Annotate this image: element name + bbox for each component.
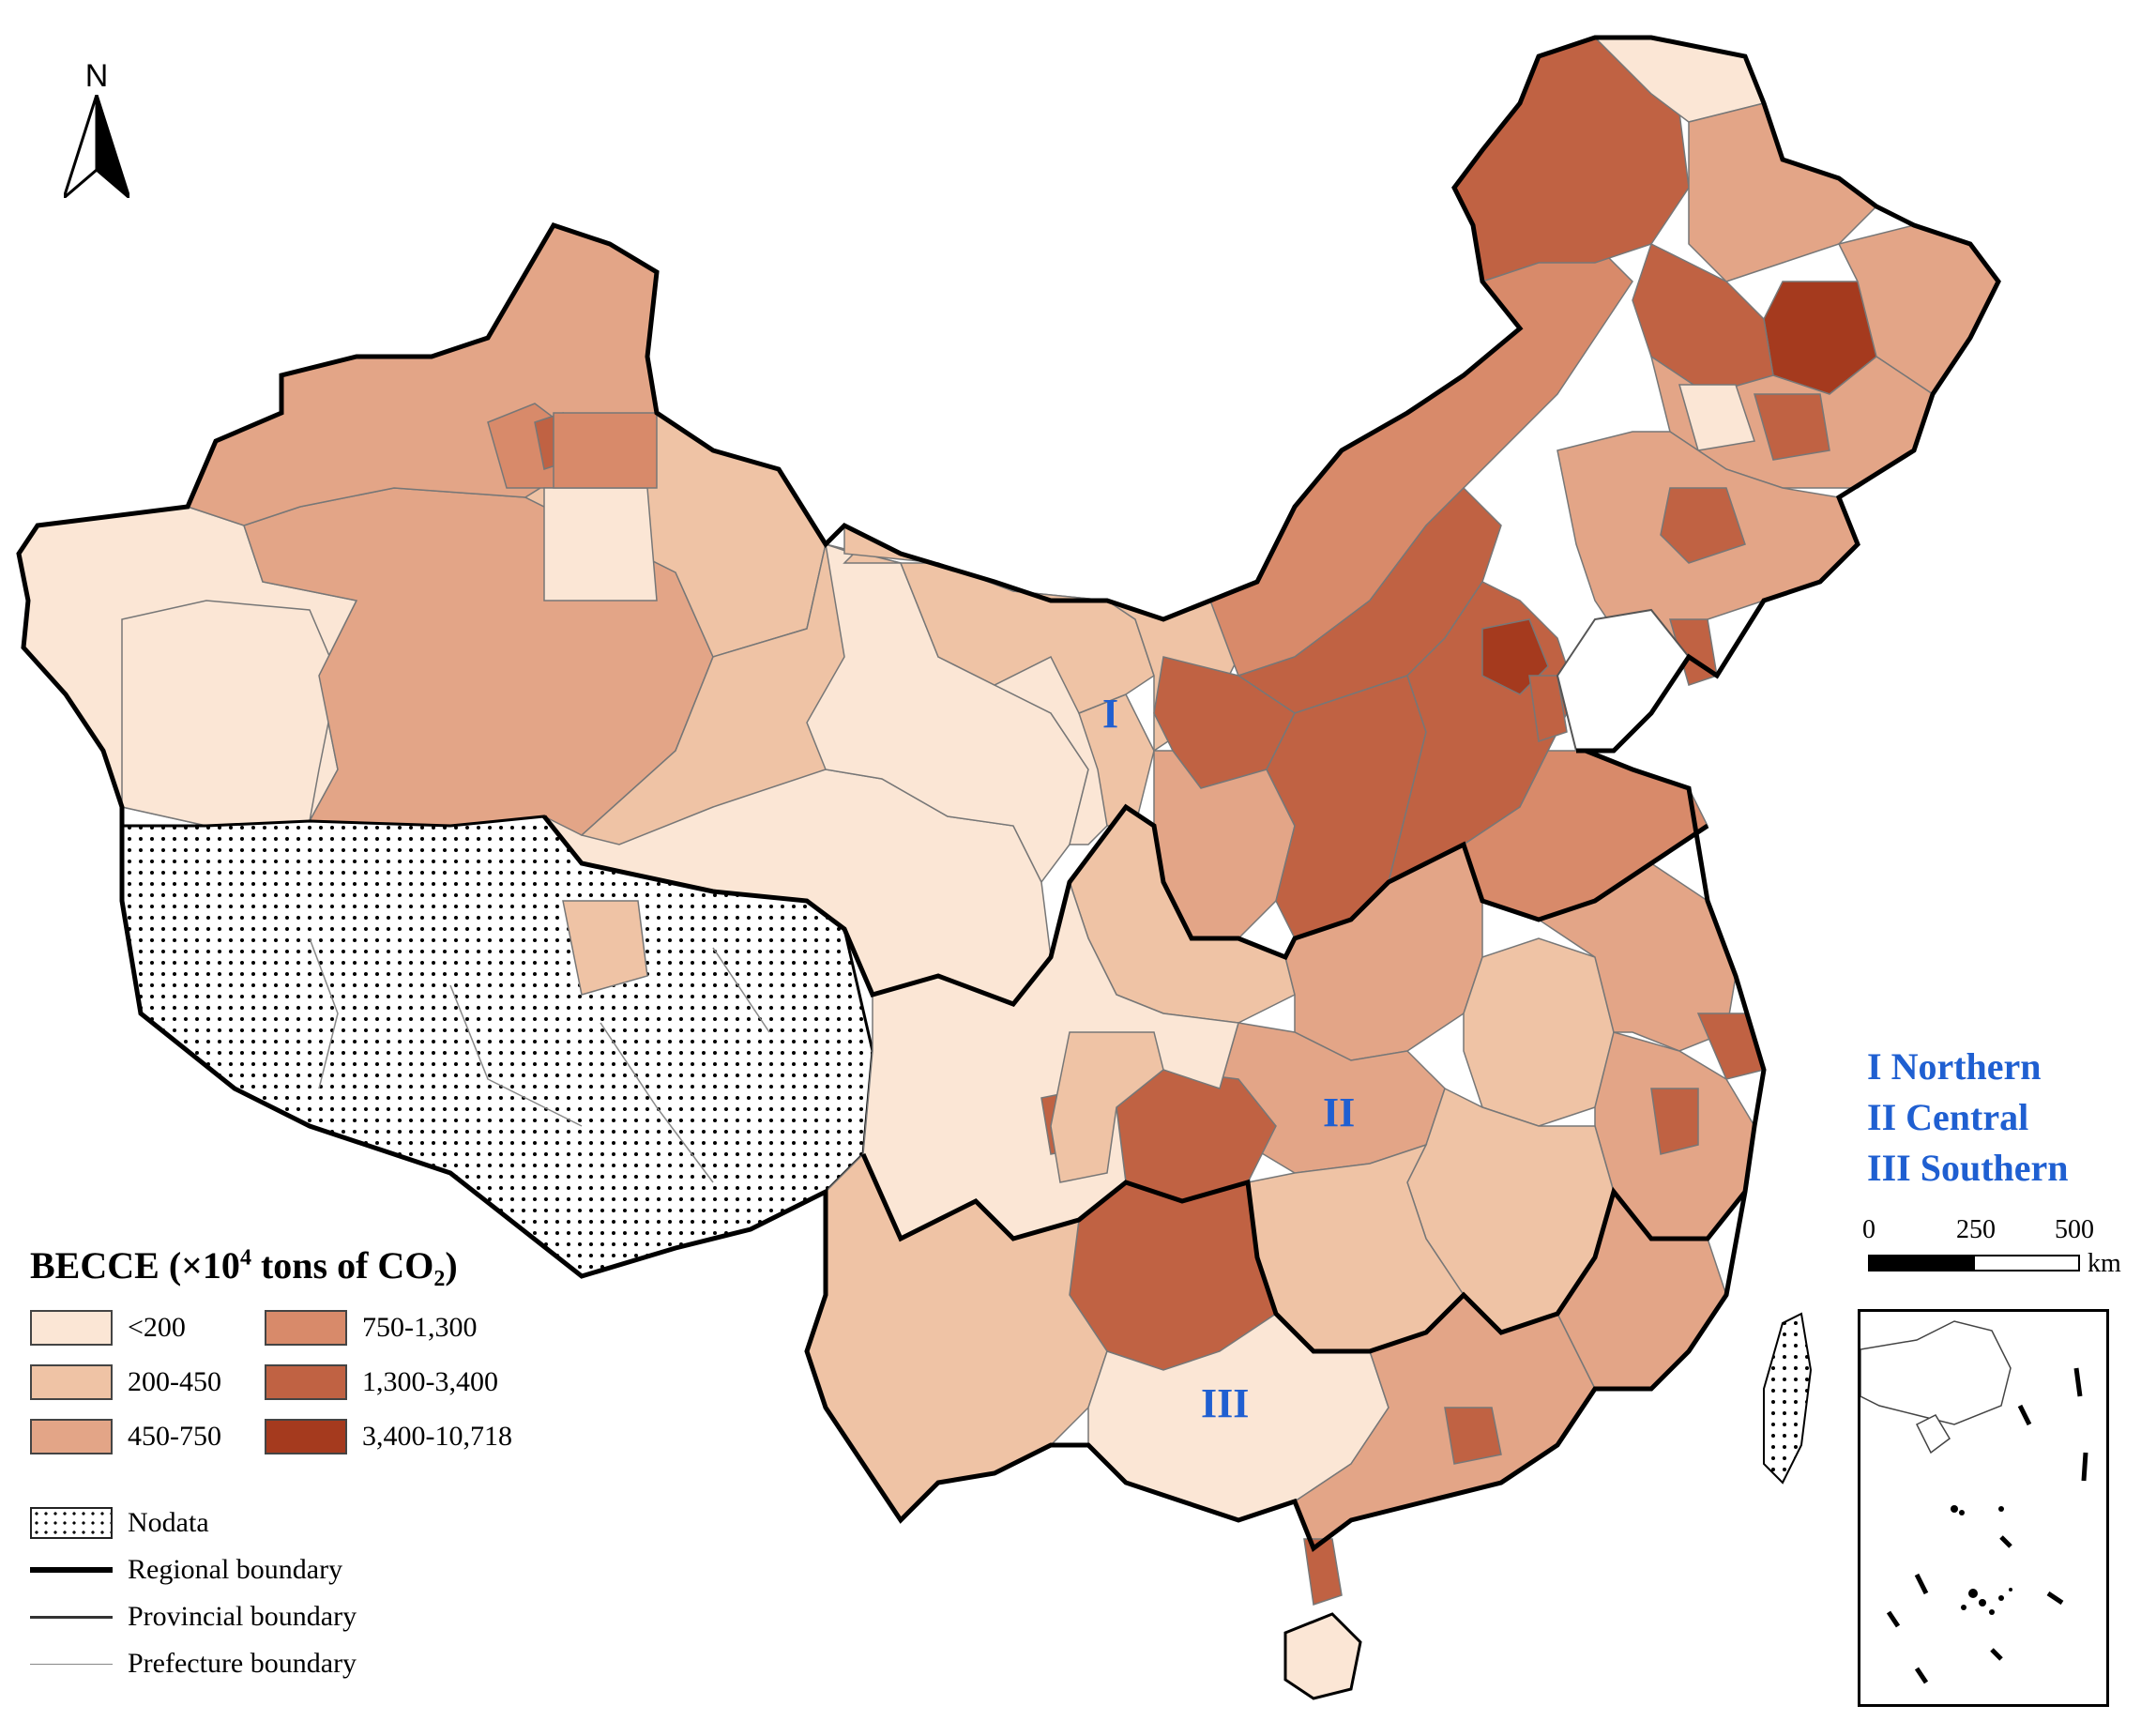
legend-swatch bbox=[265, 1310, 347, 1346]
provincial-line-sample bbox=[30, 1615, 113, 1619]
region-key-northern: I Northern bbox=[1867, 1045, 2042, 1088]
provincial-boundary-label: Provincial boundary bbox=[128, 1601, 357, 1632]
scale-segment-white bbox=[1973, 1255, 2080, 1272]
inset-islands bbox=[1951, 1505, 2012, 1615]
area-tianjin bbox=[1528, 675, 1568, 742]
region-key: I Northern II Central III Southern bbox=[1867, 1042, 2069, 1194]
legend-regional-boundary: Regional boundary bbox=[30, 1546, 555, 1593]
legend-class-label: 3,400-10,718 bbox=[362, 1421, 512, 1452]
legend-swatch bbox=[30, 1364, 113, 1400]
area-jilin-city bbox=[1754, 393, 1830, 461]
regional-boundary-northern-central bbox=[542, 803, 1709, 1007]
south-china-sea-inset bbox=[1858, 1309, 2109, 1707]
nodata-swatch bbox=[30, 1507, 113, 1539]
legend-provincial-boundary: Provincial boundary bbox=[30, 1593, 555, 1640]
legend-class-450-750: 450-750 bbox=[30, 1419, 265, 1454]
regional-boundary-central-southern bbox=[860, 1152, 1747, 1354]
region-key-southern: III Southern bbox=[1867, 1147, 2069, 1189]
area-xinjiang-southwest bbox=[121, 600, 339, 827]
legend-nodata: Nodata bbox=[30, 1500, 555, 1546]
area-turpan bbox=[543, 487, 658, 602]
scale-segment-black bbox=[1868, 1255, 1975, 1272]
legend-classes: <200 750-1,300 200-450 1,300-3,400 450-7… bbox=[30, 1310, 555, 1454]
regional-boundary-label: Regional boundary bbox=[128, 1554, 343, 1585]
legend-class-label: 200-450 bbox=[128, 1366, 221, 1397]
legend-class-200-450: 200-450 bbox=[30, 1364, 265, 1400]
area-haixi-small bbox=[562, 900, 648, 996]
legend-title: BECCE (×104 tons of CO₂) bbox=[30, 1243, 555, 1287]
prefecture-line-sample bbox=[30, 1663, 113, 1665]
tibet-prefecture-lines bbox=[309, 937, 770, 1183]
inset-map-svg bbox=[1860, 1320, 2088, 1684]
legend-swatch bbox=[265, 1419, 347, 1454]
area-guangzhou bbox=[1444, 1407, 1502, 1465]
legend-class-label: 450-750 bbox=[128, 1421, 221, 1452]
area-changchun bbox=[1678, 384, 1755, 451]
scale-tick-250: 250 bbox=[1956, 1215, 1996, 1244]
prefecture-boundary-label: Prefecture boundary bbox=[128, 1648, 357, 1679]
legend-class-label: 750-1,300 bbox=[362, 1312, 478, 1343]
north-arrow-icon bbox=[60, 94, 133, 203]
scale-tick-0: 0 bbox=[1862, 1215, 1875, 1244]
legend-class-1300-3400: 1,300-3,400 bbox=[265, 1364, 537, 1400]
area-bohai-sea bbox=[1556, 608, 1691, 752]
area-anhui bbox=[1463, 937, 1615, 1127]
national-outline bbox=[16, 35, 2001, 1552]
legend-class-lt200: <200 bbox=[30, 1310, 265, 1346]
region-label-northern: I bbox=[1102, 691, 1119, 737]
legend-class-3400-10718: 3,400-10,718 bbox=[265, 1419, 537, 1454]
area-leizhou bbox=[1303, 1538, 1343, 1606]
region-label-central: II bbox=[1323, 1089, 1356, 1135]
north-letter: N bbox=[84, 58, 109, 94]
scale-bar: 0 250 500 km bbox=[1862, 1215, 2141, 1290]
legend-title-tail: tons of CO₂) bbox=[251, 1244, 458, 1287]
regional-line-sample bbox=[30, 1567, 113, 1573]
north-arrow: N bbox=[60, 58, 133, 203]
nodata-label: Nodata bbox=[128, 1507, 209, 1538]
region-label-southern: III bbox=[1201, 1380, 1250, 1426]
area-sichuan-east bbox=[1050, 1031, 1164, 1183]
legend-boundaries: Nodata Regional boundary Provincial boun… bbox=[30, 1500, 555, 1687]
scale-unit: km bbox=[2088, 1249, 2121, 1278]
legend-class-750-1300: 750-1,300 bbox=[265, 1310, 537, 1346]
region-key-central: II Central bbox=[1867, 1096, 2029, 1138]
scale-tick-500: 500 bbox=[2055, 1215, 2094, 1244]
area-hangzhou bbox=[1650, 1088, 1699, 1155]
legend-class-label: 1,300-3,400 bbox=[362, 1366, 498, 1397]
area-shenyang bbox=[1660, 487, 1746, 564]
legend-prefecture-boundary: Prefecture boundary bbox=[30, 1640, 555, 1687]
legend-swatch bbox=[30, 1419, 113, 1454]
legend-swatch bbox=[30, 1310, 113, 1346]
legend-title-exponent: 4 bbox=[239, 1245, 251, 1271]
legend: BECCE (×104 tons of CO₂) <200 750-1,300 … bbox=[30, 1243, 555, 1687]
area-taiwan bbox=[1763, 1312, 1813, 1485]
legend-swatch bbox=[265, 1364, 347, 1400]
area-changji bbox=[553, 412, 658, 489]
area-hainan bbox=[1283, 1612, 1362, 1700]
legend-class-label: <200 bbox=[128, 1312, 186, 1343]
legend-title-main: BECCE (×10 bbox=[30, 1244, 240, 1287]
